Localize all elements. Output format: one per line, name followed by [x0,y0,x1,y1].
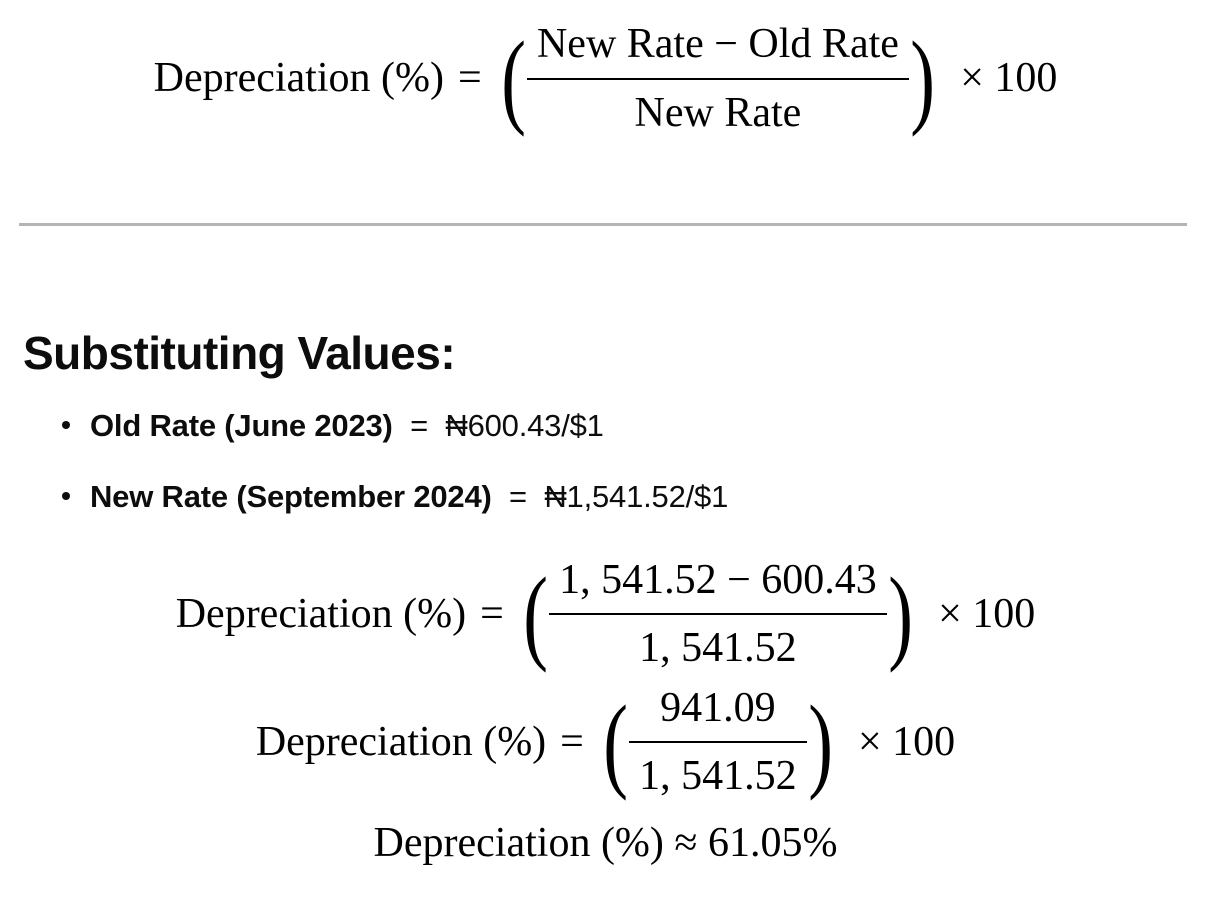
equals-sign: = [457,55,482,102]
list-item-old-rate: Old Rate (June 2023) = ₦600.43/$1 [62,405,1211,447]
open-paren: ( [523,555,548,673]
close-paren: ) [888,555,913,673]
document-content: Depreciation (%) = ( New Rate − Old Rate… [0,18,1211,869]
formula-lhs: Depreciation (%) [153,55,444,102]
close-paren: ) [807,683,833,801]
open-paren: ( [500,19,526,137]
open-paren: ( [603,683,628,801]
general-depreciation-formula: Depreciation (%) = ( New Rate − Old Rate… [0,18,1211,139]
fraction: New Rate − Old Rate New Rate [526,18,909,139]
depreciation-result: Depreciation (%) ≈ 61.05% [373,819,838,866]
fraction-numerator: New Rate − Old Rate [526,18,909,80]
bullet-value: ₦1,541.52/$1 [544,479,729,515]
section-heading: Substituting Values: [23,327,456,379]
simplified-depreciation-formula: Depreciation (%) = ( 941.09 1, 541.52 ) … [0,682,1211,803]
fraction-denominator: New Rate [634,89,802,136]
bullet-icon [62,421,70,430]
formula-lhs: Depreciation (%) [255,719,547,766]
multiplier: × 100 [960,55,1058,102]
bullet-icon [62,492,70,501]
bullet-equals: = [410,408,428,444]
substituted-depreciation-formula: Depreciation (%) = ( 1, 541.52 − 600.43 … [0,554,1211,675]
fraction-numerator: 1, 541.52 − 600.43 [549,554,887,616]
equals-sign: = [560,719,584,766]
equals-sign: = [480,591,504,638]
list-item-new-rate: New Rate (September 2024) = ₦1,541.52/$1 [62,476,1211,518]
section-divider [19,223,1187,226]
bullet-equals: = [509,479,527,515]
fraction: 941.09 1, 541.52 [629,682,807,803]
multiplier: × 100 [938,591,1036,638]
bullet-label: Old Rate (June 2023) [90,408,393,444]
formula-lhs: Depreciation (%) [175,591,467,638]
multiplier: × 100 [857,719,956,766]
bullet-value: ₦600.43/$1 [445,408,604,444]
fraction: 1, 541.52 − 600.43 1, 541.52 [549,554,887,675]
fraction-denominator: 1, 541.52 [639,625,797,672]
close-paren: ) [910,19,935,137]
substituted-values-list: Old Rate (June 2023) = ₦600.43/$1 New Ra… [0,405,1211,518]
bullet-label: New Rate (September 2024) [90,479,492,515]
fraction-numerator: 941.09 [629,682,807,744]
fraction-denominator: 1, 541.52 [639,753,797,800]
